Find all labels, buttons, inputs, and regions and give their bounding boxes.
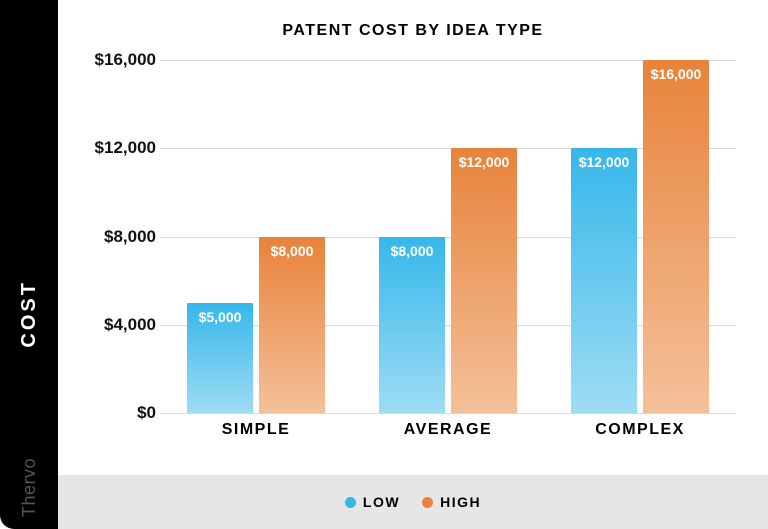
- legend: LOW HIGH: [58, 475, 768, 529]
- bar-group: $12,000 $16,000: [544, 60, 736, 413]
- bar-value-label: $12,000: [451, 154, 517, 170]
- bar-value-label: $8,000: [259, 243, 325, 259]
- plot: $5,000$8,000$8,000$12,000$12,000$16,000 …: [72, 54, 746, 471]
- main-panel: PATENT COST BY IDEA TYPE $5,000$8,000$8,…: [58, 0, 768, 529]
- brand-watermark: Thervo: [19, 458, 40, 517]
- y-tick-label: $12,000: [72, 138, 156, 158]
- bar-value-label: $16,000: [643, 66, 709, 82]
- y-tick-label: $4,000: [72, 315, 156, 335]
- bar-group: $5,000 $8,000: [160, 60, 352, 413]
- plot-area: $5,000$8,000$8,000$12,000$12,000$16,000 …: [58, 40, 768, 475]
- legend-label-low: LOW: [363, 494, 400, 510]
- bar-group: $8,000 $12,000: [352, 60, 544, 413]
- legend-item-low: LOW: [345, 494, 400, 510]
- bar-low: $12,000: [571, 148, 637, 413]
- legend-item-high: HIGH: [422, 494, 481, 510]
- bar-high: $8,000: [259, 237, 325, 414]
- y-axis-label: COST: [18, 280, 41, 348]
- chart-frame: COST Thervo PATENT COST BY IDEA TYPE $5,…: [0, 0, 768, 529]
- swatch-low: [345, 497, 356, 508]
- bar-low: $8,000: [379, 237, 445, 414]
- bar-value-label: $12,000: [571, 154, 637, 170]
- x-label: AVERAGE: [352, 421, 544, 453]
- sidebar: COST Thervo: [0, 0, 58, 529]
- swatch-high: [422, 497, 433, 508]
- x-label: COMPLEX: [544, 421, 736, 453]
- bar-high: $12,000: [451, 148, 517, 413]
- x-label: SIMPLE: [160, 421, 352, 453]
- bar-groups: $5,000 $8,000 $8,000 $12,000 $12,000 $16,000: [160, 60, 736, 413]
- y-tick-label: $16,000: [72, 50, 156, 70]
- bar-value-label: $5,000: [187, 309, 253, 325]
- legend-label-high: HIGH: [440, 494, 481, 510]
- bar-high: $16,000: [643, 60, 709, 413]
- x-labels: SIMPLEAVERAGECOMPLEX: [160, 421, 736, 453]
- chart-title: PATENT COST BY IDEA TYPE: [58, 0, 768, 40]
- y-tick-label: $8,000: [72, 227, 156, 247]
- bar-value-label: $8,000: [379, 243, 445, 259]
- gridline: [160, 413, 736, 414]
- y-tick-label: $0: [72, 403, 156, 423]
- bar-low: $5,000: [187, 303, 253, 413]
